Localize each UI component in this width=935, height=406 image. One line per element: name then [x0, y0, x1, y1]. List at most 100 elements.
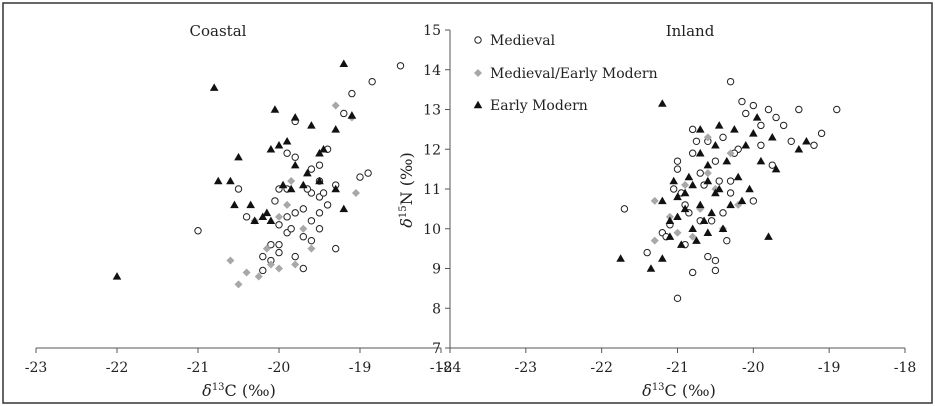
coastal-x-tick-label: -21 [187, 360, 210, 376]
inland-point-triangle [669, 176, 679, 185]
coastal-x-tick-label: -20 [268, 360, 291, 376]
inland-point-triangle [703, 176, 713, 185]
coastal-x-axis-label: δ13C (‰) [202, 381, 276, 400]
coastal-point-diamond [291, 260, 300, 269]
inland-point-circle-open [817, 129, 826, 138]
coastal-point-circle-open [307, 217, 316, 225]
inland-point-circle-open [726, 177, 735, 185]
coastal-point-triangle [339, 204, 349, 213]
y-label-sup: 15 [398, 205, 409, 218]
coastal-point-triangle [246, 200, 255, 209]
coastal-point-diamond [266, 260, 275, 269]
coastal-point-triangle [270, 105, 280, 113]
coastal-point-triangle [258, 212, 268, 221]
coastal-point-triangle [226, 176, 235, 185]
inland-point-triangle [692, 236, 701, 244]
inland-point-triangle [771, 164, 781, 173]
inland-point-triangle [703, 160, 713, 169]
inland-x-tick-label: -21 [666, 360, 689, 376]
inland-point-triangle [737, 196, 747, 205]
inland-point-triangle [718, 224, 728, 232]
coastal-x-tick-label: -19 [349, 360, 372, 376]
inland-point-triangle [711, 188, 720, 197]
coastal-point-triangle [303, 168, 312, 177]
coastal-point-triangle [315, 148, 324, 157]
coastal-title: Coastal [190, 22, 247, 40]
coastal-point-circle-open [315, 161, 324, 169]
inland-point-circle-open [779, 121, 788, 130]
inland-x-label-sup: 13 [652, 382, 665, 393]
coastal-point-circle-open [340, 109, 348, 118]
inland-point-circle-open [795, 105, 803, 114]
coastal-point-triangle [347, 111, 357, 119]
inland-y-tick-label: 11 [423, 182, 441, 198]
inland-point-triangle [673, 192, 682, 201]
coastal-point-triangle [213, 176, 223, 185]
legend-marker-triangle [473, 100, 483, 109]
coastal-panel: Coastal -23 -22 -21 -20 -19 -18 δ13C (‰) [25, 22, 453, 400]
coastal-point-triangle [307, 121, 316, 129]
inland-point-diamond [681, 181, 690, 190]
coastal-point-diamond [254, 272, 263, 281]
inland-y-tick-label: 15 [423, 23, 441, 39]
inland-point-circle-open [673, 294, 682, 303]
coastal-point-circle-open [315, 209, 324, 217]
legend-marker-diamond [474, 69, 482, 77]
inland-point-triangle [695, 148, 705, 157]
inland-x-label-delta: δ [642, 381, 652, 400]
legend-marker-circle-open [474, 36, 482, 44]
coastal-point-circle-open [368, 77, 376, 86]
coastal-point-circle-open [275, 248, 283, 257]
inland-y-axis-label: δ15N (‰) [397, 152, 416, 227]
y-label-rest: N (‰) [397, 152, 416, 205]
coastal-point-circle-open [271, 197, 279, 205]
coastal-point-triangle [339, 59, 349, 68]
inland-point-triangle [684, 172, 694, 181]
coastal-point-diamond [275, 264, 283, 273]
coastal-point-circle-open [364, 169, 372, 177]
coastal-point-circle-open [315, 225, 324, 233]
coastal-point-diamond [287, 177, 296, 186]
coastal-point-circle-open [283, 149, 291, 157]
inland-point-circle-open [757, 121, 765, 130]
inland-title: Inland [666, 22, 715, 40]
inland-point-circle-open [692, 137, 701, 146]
legend-label: Medieval/Early Modern [490, 66, 658, 82]
inland-point-triangle [714, 184, 724, 193]
inland-point-triangle [733, 172, 743, 181]
inland-point-triangle [802, 137, 811, 145]
inland-point-triangle [688, 180, 697, 189]
inland-point-triangle [767, 133, 777, 141]
inland-point-triangle [680, 204, 690, 213]
inland-point-circle-open [723, 236, 731, 245]
inland-point-diamond [703, 169, 712, 178]
inland-point-triangle [658, 99, 667, 107]
inland-point-triangle [676, 240, 686, 248]
inland-x-tick-label: -18 [894, 360, 917, 376]
inland-point-circle-open [711, 266, 720, 275]
coastal-point-circle-open [194, 227, 202, 235]
inland-point-diamond [650, 196, 659, 205]
coastal-x-label-sup: 13 [212, 382, 225, 393]
coastal-point-diamond [275, 212, 283, 221]
coastal-point-triangle [262, 208, 272, 217]
coastal-point-triangle [331, 125, 340, 133]
coastal-x-tick-label: -18 [430, 360, 453, 376]
inland-point-circle-open [749, 197, 758, 205]
inland-panel: Inland -24 -23 -22 -21 -20 -19 -18 7 8 9 10 11 12 13 1… [397, 22, 916, 400]
coastal-point-circle-open [332, 244, 340, 253]
coastal-data-points [112, 59, 405, 289]
inland-point-diamond [650, 236, 659, 245]
inland-point-triangle [680, 188, 690, 197]
coastal-point-circle-open [283, 213, 291, 221]
inland-point-circle-open [704, 252, 712, 261]
coastal-point-diamond [299, 224, 308, 233]
coastal-point-triangle [319, 144, 328, 153]
inland-point-circle-open [810, 141, 818, 149]
coastal-point-triangle [282, 137, 292, 145]
coastal-point-triangle [290, 113, 300, 121]
inland-point-circle-open [749, 101, 758, 110]
coastal-point-triangle [250, 216, 259, 225]
coastal-point-circle-open [396, 62, 405, 70]
